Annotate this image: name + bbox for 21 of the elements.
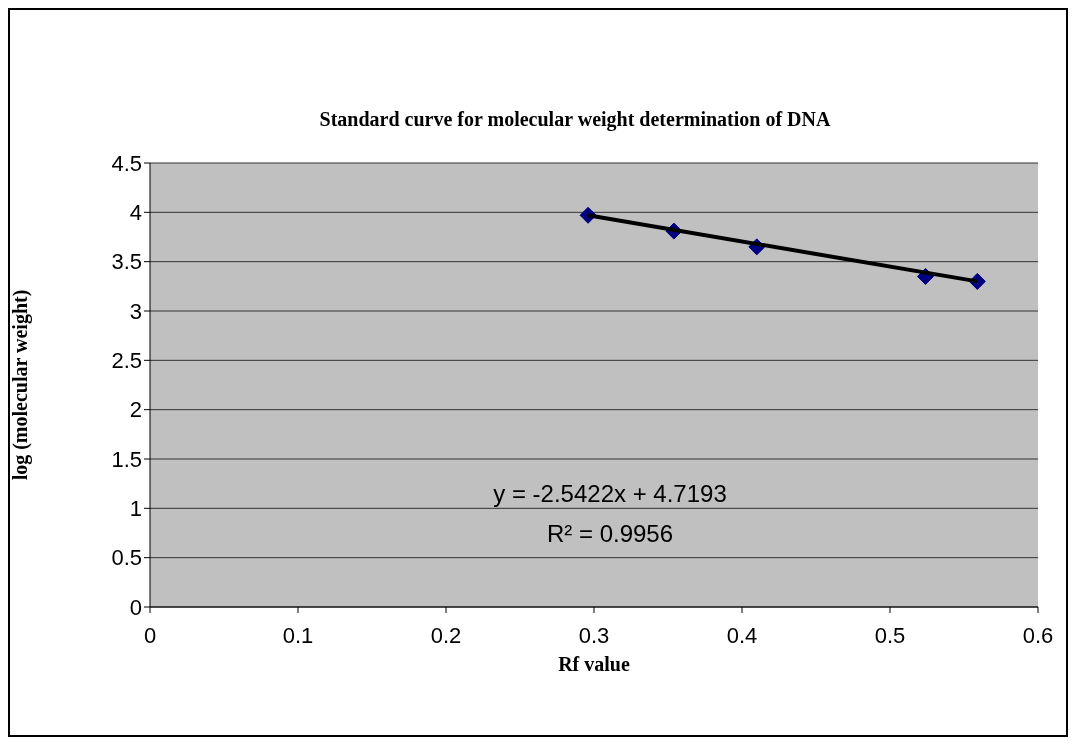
x-axis-title: Rf value [558,653,630,675]
y-tick-label: 0 [129,594,142,620]
x-tick-label: 0.1 [282,622,314,648]
y-tick-label: 2.5 [111,348,142,374]
y-axis-title: log (molecular weight) [9,289,33,481]
annotation: y = -2.5422x + 4.7193 [492,480,728,508]
y-tick-label: 1.5 [111,446,142,472]
y-tick-label: 0.5 [111,545,142,571]
y-tick-label: 3.5 [111,249,142,275]
x-tick-label: 0.4 [726,622,758,648]
chart-title: Standard curve for molecular weight determination of DNA [318,108,832,131]
y-tick-label: 4.5 [111,150,142,176]
y-tick-label: 3 [129,298,142,324]
y-tick-label: 4 [129,200,142,226]
x-tick-label: 0.3 [578,622,610,648]
y-tick-label: 1 [129,496,142,522]
annotation: R² = 0.9956 [545,520,675,548]
y-tick-label: 2 [129,397,142,423]
x-tick-label: 0.5 [874,622,906,648]
x-tick-label: 0.2 [430,622,462,648]
x-tick-label: 0.6 [1022,622,1054,648]
